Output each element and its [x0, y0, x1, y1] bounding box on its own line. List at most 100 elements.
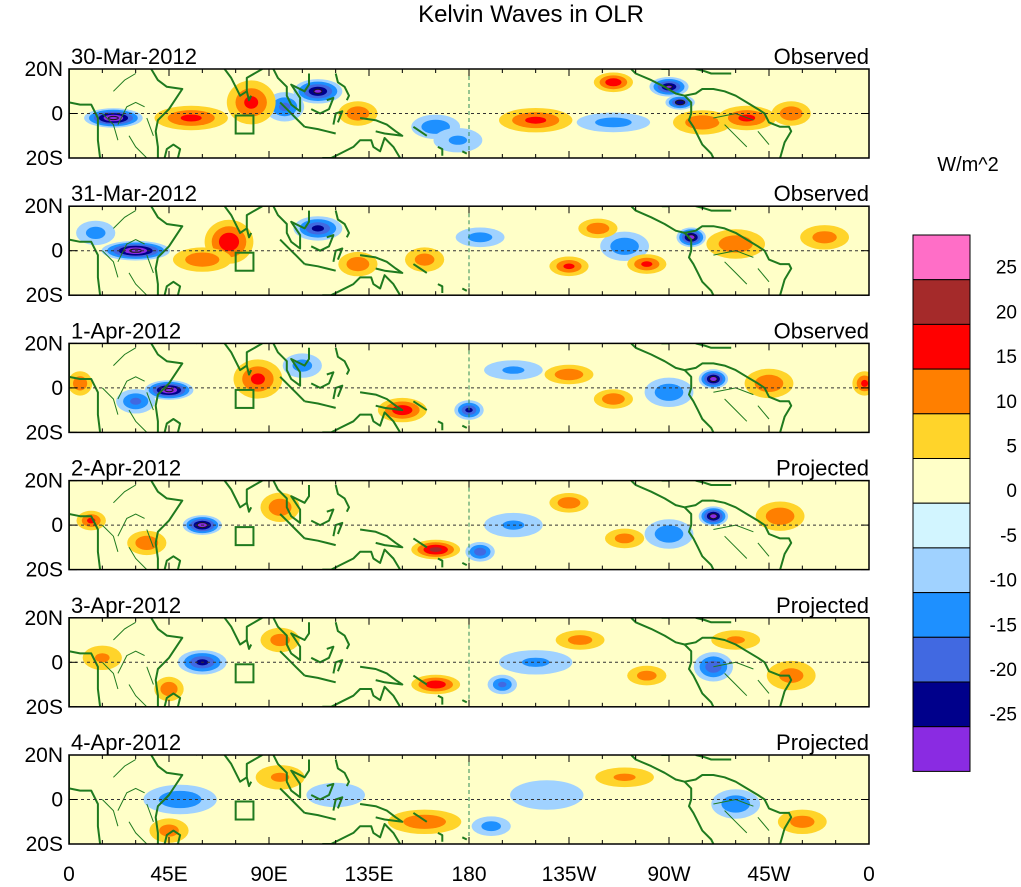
anomaly-contour — [250, 373, 265, 385]
country-borders — [101, 347, 770, 433]
coastline-segment — [163, 280, 182, 296]
coastline-segment — [272, 69, 310, 113]
coastline-segment — [304, 537, 336, 547]
anomaly-contour-group — [649, 77, 689, 97]
coastline-segment — [359, 803, 404, 823]
anomaly-contour — [614, 533, 635, 544]
coastline-segment — [150, 617, 184, 707]
coastline-segment — [195, 617, 263, 646]
anomaly-contour — [586, 222, 610, 235]
anomaly-contour-group — [455, 227, 505, 248]
highlight-region-box — [234, 526, 255, 547]
y-tick-label: 20S — [26, 421, 63, 444]
anomaly-contour-group — [484, 360, 543, 380]
coastline-segment — [69, 787, 102, 844]
coastline-segment — [245, 639, 253, 650]
anomaly-contour-group — [766, 660, 816, 691]
coastline-segment — [695, 343, 732, 349]
coastlines — [69, 69, 793, 158]
anomaly-contour — [95, 653, 110, 663]
anomaly-contour — [554, 368, 584, 381]
colorbar-tick-label: -10 — [990, 571, 1017, 592]
anomaly-contour — [467, 232, 493, 243]
anomaly-contour — [270, 633, 290, 647]
border-segment — [117, 787, 145, 811]
colorbar-tick-label: -15 — [990, 615, 1017, 636]
anomaly-contour — [135, 535, 159, 551]
border-segment — [146, 666, 154, 685]
border-segment — [128, 547, 148, 570]
coastline-segment — [683, 506, 715, 570]
coastline-segment — [310, 96, 335, 115]
coastline-segment — [695, 755, 732, 761]
border-segment — [724, 398, 748, 422]
coastline-segment — [163, 143, 182, 158]
y-tick-label: 0 — [51, 240, 63, 263]
anomaly-contour — [812, 231, 837, 244]
anomaly-contour — [525, 116, 547, 124]
coastline-segment — [359, 665, 404, 686]
border-segment — [113, 210, 136, 229]
colorbar-swatch — [912, 279, 971, 325]
anomaly-contour-group — [76, 220, 116, 246]
panel-plot-area — [69, 480, 869, 570]
y-tick-label: 0 — [51, 651, 63, 674]
anomaly-contour — [654, 525, 684, 543]
border-segment — [101, 524, 119, 552]
coastline-segment — [272, 480, 310, 524]
colorbar-tick-label: 25 — [996, 258, 1017, 279]
panel-plot-area — [69, 69, 869, 158]
coastline-segment — [150, 755, 184, 844]
x-tick-label: 90W — [647, 863, 690, 886]
x-tick-label: 0 — [863, 863, 875, 886]
y-tick-label: 20N — [24, 607, 63, 630]
coastline-segment — [272, 755, 310, 799]
y-tick-label: 20S — [26, 284, 63, 307]
panel-date-label: 3-Apr-2012 — [71, 593, 181, 618]
anomaly-contour — [567, 635, 593, 645]
anomaly-contour — [557, 497, 581, 509]
anomaly-contour — [779, 668, 804, 683]
border-segment — [724, 810, 748, 834]
colorbar-swatch — [912, 234, 971, 281]
coastline-segment — [310, 645, 335, 664]
coastline-segment — [304, 674, 336, 684]
panel-plot-area — [69, 343, 869, 433]
anomaly-contour — [610, 237, 639, 255]
coastline-segment — [630, 617, 793, 707]
border-segment — [146, 117, 154, 136]
y-tick-label: 20N — [24, 58, 63, 81]
coastline-segment — [334, 484, 350, 513]
coastline-segment — [69, 238, 102, 296]
y-tick-label: 20S — [26, 559, 63, 582]
anomaly-contour — [346, 257, 370, 272]
anomaly-contour-group — [644, 377, 694, 407]
anomaly-contour — [563, 263, 575, 270]
coastline-segment — [683, 780, 715, 844]
coastline-segment — [304, 400, 336, 409]
x-tick-label: 45W — [747, 863, 790, 886]
anomaly-contour-group — [593, 72, 634, 93]
panel-date-label: 2-Apr-2012 — [71, 456, 181, 481]
border-segment — [101, 799, 119, 827]
anomaly-contour — [709, 376, 718, 382]
coastline-segment — [332, 247, 344, 263]
anomaly-contour — [268, 498, 292, 516]
coastline-segment — [272, 206, 310, 250]
anomaly-contour-group — [576, 112, 651, 133]
anomaly-contour — [448, 135, 468, 145]
x-tick-label: 90E — [250, 863, 287, 886]
colorbar-tick-label: 20 — [996, 302, 1017, 323]
y-tick-label: 0 — [51, 103, 63, 126]
anomaly-contour-group — [144, 380, 194, 400]
coastlines — [69, 617, 793, 707]
anomaly-contour-group — [549, 256, 589, 277]
anomaly-contour — [403, 814, 446, 829]
coastline-segment — [150, 480, 184, 570]
border-segment — [117, 101, 145, 125]
coastline-segment — [695, 69, 732, 75]
border-segment — [146, 392, 154, 411]
coastline-segment — [150, 69, 184, 158]
coastline-segment — [359, 528, 404, 549]
anomaly-contour — [709, 513, 718, 520]
